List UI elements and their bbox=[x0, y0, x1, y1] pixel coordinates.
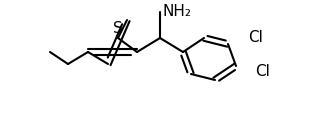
Text: NH₂: NH₂ bbox=[162, 4, 191, 18]
Text: Cl: Cl bbox=[248, 30, 263, 46]
Text: Cl: Cl bbox=[255, 64, 270, 80]
Text: S: S bbox=[113, 21, 123, 36]
